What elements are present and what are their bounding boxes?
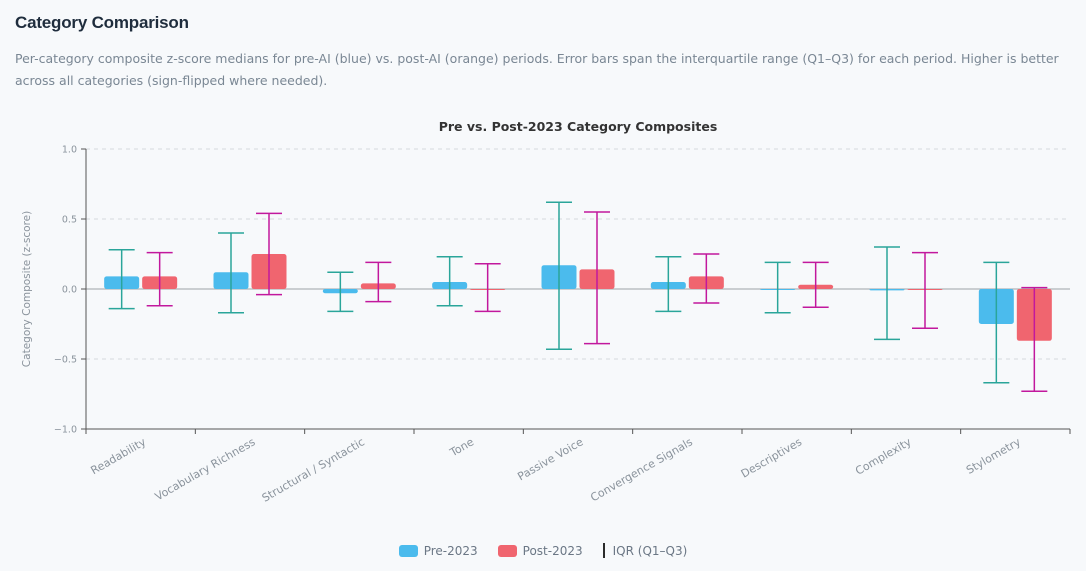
- legend-label-pre: Pre-2023: [423, 543, 478, 558]
- legend-label-iqr: IQR (Q1–Q3): [612, 543, 688, 558]
- x-tick-label: Tone: [447, 435, 476, 460]
- y-axis-label: Category Composite (z-score): [21, 211, 33, 367]
- x-tick-label: Descriptives: [739, 435, 805, 480]
- legend-item-iqr: IQR (Q1–Q3): [602, 543, 688, 558]
- legend-swatch-pre: [398, 544, 418, 557]
- legend-item-pre[interactable]: Pre-2023: [398, 543, 478, 558]
- legend-label-post: Post-2023: [522, 543, 583, 558]
- x-tick-label: Convergence Signals: [588, 435, 695, 504]
- x-tick-label: Complexity: [853, 435, 914, 478]
- y-tick-label: 1.0: [62, 145, 77, 156]
- section-description: Per-category composite z-score medians f…: [15, 51, 1059, 88]
- legend-swatch-post: [497, 544, 517, 557]
- y-tick-label: −0.5: [54, 355, 77, 366]
- x-tick-label: Passive Voice: [515, 435, 585, 483]
- x-tick-label: Readability: [89, 435, 149, 477]
- y-tick-label: 0.0: [62, 285, 77, 296]
- y-tick-label: −1.0: [54, 425, 77, 436]
- y-tick-label: 0.5: [62, 215, 77, 226]
- x-tick-label: Vocabulary Richness: [153, 435, 258, 503]
- x-tick-label: Structural / Syntactic: [260, 435, 367, 504]
- legend-iqr-marker: [602, 543, 605, 558]
- section-title: Category Comparison: [15, 13, 189, 32]
- x-tick-label: Stylometry: [964, 435, 1023, 477]
- legend-item-post[interactable]: Post-2023: [497, 543, 583, 558]
- bar-chart: Pre vs. Post-2023 Category Composites 1.0…: [21, 119, 1071, 505]
- chart-legend: Pre-2023 Post-2023 IQR (Q1–Q3): [0, 543, 1086, 558]
- chart-title: Pre vs. Post-2023 Category Composites: [439, 119, 718, 134]
